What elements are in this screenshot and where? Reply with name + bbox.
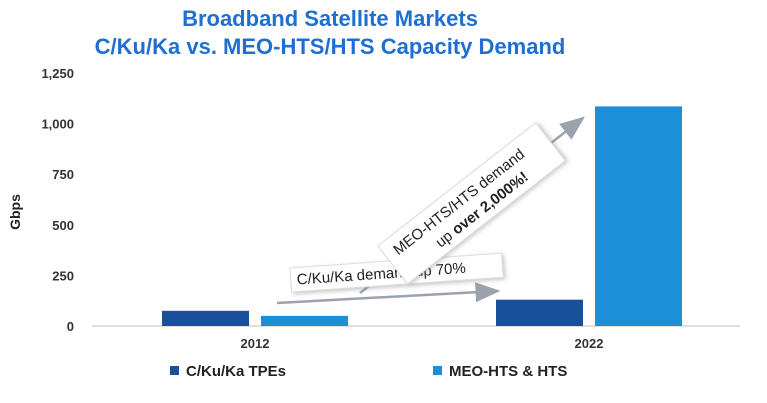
y-tick-label: 500 [52,218,74,233]
bar-2022-series-1 [595,106,682,326]
bar-2012-series-0 [162,311,249,326]
x-tick-label: 2022 [575,336,604,351]
legend-label-meo-hts: MEO-HTS & HTS [449,363,567,380]
y-tick-label: 750 [52,167,74,182]
arrow-ckuka [277,291,498,303]
legend-label-ckuka: C/Ku/Ka TPEs [186,363,286,380]
y-tick-label: 0 [67,319,74,334]
x-tick-label: 2012 [241,336,270,351]
legend: C/Ku/Ka TPEs MEO-HTS & HTS [170,363,567,380]
legend-swatch-meo-hts [433,366,442,375]
y-tick-label: 1,250 [41,66,74,81]
x-tick-labels: 2012 2022 [241,336,604,351]
bar-2012-series-1 [261,316,348,326]
y-tick-label: 250 [52,268,74,283]
y-axis-label: Gbps [7,194,23,230]
y-tick-labels: 0 250 500 750 1,000 1,250 [41,66,74,334]
bar-2022-series-0 [496,300,583,326]
legend-swatch-ckuka [170,366,179,375]
y-tick-label: 1,000 [41,117,74,132]
